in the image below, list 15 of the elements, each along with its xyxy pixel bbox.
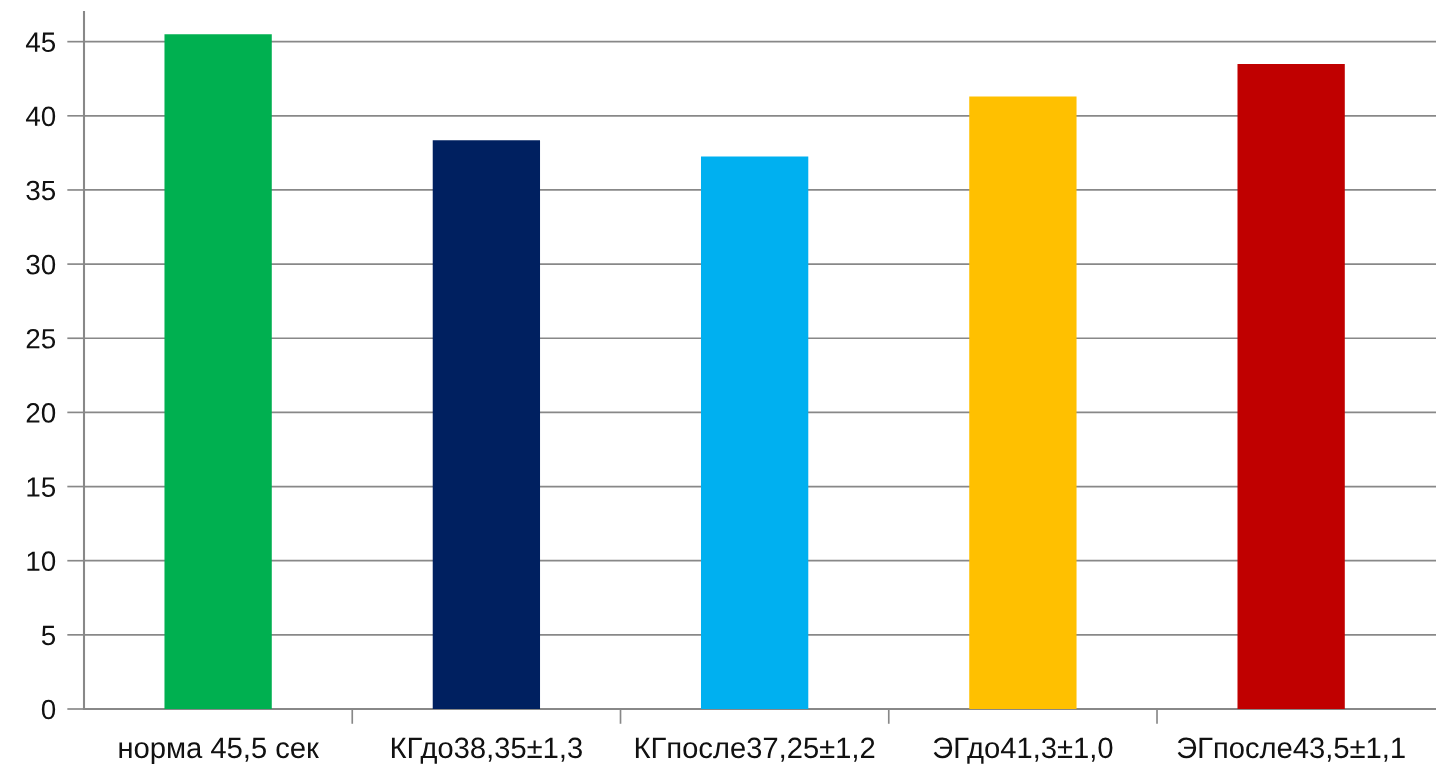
y-tick-label: 25 [26,328,56,349]
y-tick-label: 10 [27,551,56,572]
y-tick-label: 40 [25,106,56,127]
y-tick-label: 35 [26,180,56,201]
y-tick-label: 15 [27,477,56,497]
x-tick-label: норма 45,5 сек [119,737,319,764]
y-tick-label: 20 [26,403,56,423]
y-tick-label: 30 [26,254,56,275]
x-tick-label: КГпосле37,25±1,2 [635,737,875,762]
x-tick-label: ЭГпосле43,5±1,1 [1177,737,1405,762]
x-tick-label: ЭГдо41,3±1,0 [933,737,1113,764]
y-tick-label: 45 [25,32,56,52]
x-tick-label: КГдо38,35±1,3 [391,737,582,764]
y-tick-label: 5 [41,625,56,646]
y-tick-label: 0 [41,699,56,720]
